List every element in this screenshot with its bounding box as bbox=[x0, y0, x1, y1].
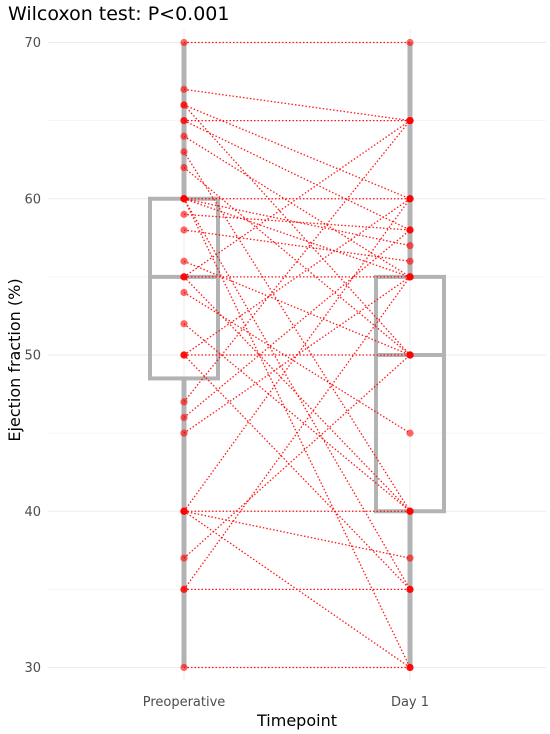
point-day1 bbox=[406, 195, 414, 203]
x-axis-label: Timepoint bbox=[256, 711, 337, 730]
pair-line bbox=[183, 229, 411, 262]
y-tick-label: 60 bbox=[24, 192, 41, 207]
y-tick-label: 40 bbox=[24, 505, 41, 520]
point-preoperative bbox=[180, 585, 188, 593]
point-preoperative bbox=[180, 554, 188, 562]
x-tick-label: Day 1 bbox=[391, 695, 429, 710]
pair-line bbox=[183, 104, 411, 356]
point-preoperative bbox=[180, 398, 188, 406]
pair-line bbox=[183, 198, 411, 278]
pair-line bbox=[183, 213, 411, 231]
point-day1 bbox=[406, 273, 414, 281]
point-day1 bbox=[406, 507, 414, 515]
pair-line bbox=[183, 276, 411, 590]
pair-line bbox=[183, 120, 411, 278]
y-tick-labels: 30 40 50 60 70 bbox=[24, 36, 41, 676]
point-preoperative bbox=[180, 273, 188, 281]
pair-line bbox=[183, 198, 411, 356]
point-day1 bbox=[406, 554, 414, 562]
pair-line bbox=[183, 260, 411, 356]
point-preoperative bbox=[180, 429, 188, 437]
point-preoperative bbox=[180, 288, 188, 297]
point-preoperative bbox=[180, 320, 188, 328]
pair-line bbox=[183, 88, 411, 122]
y-axis-label: Ejection fraction (%) bbox=[5, 278, 24, 441]
point-preoperative bbox=[180, 257, 188, 265]
point-day1 bbox=[406, 38, 414, 47]
point-day1 bbox=[406, 242, 414, 250]
point-preoperative bbox=[180, 195, 188, 203]
point-preoperative bbox=[180, 226, 188, 234]
pair-line bbox=[183, 135, 411, 278]
point-preoperative bbox=[180, 148, 188, 156]
pair-line bbox=[183, 120, 411, 403]
pair-line bbox=[183, 291, 411, 434]
point-preoperative bbox=[180, 663, 188, 672]
point-day1 bbox=[406, 585, 414, 593]
y-tick-label: 50 bbox=[24, 349, 41, 364]
pair-line bbox=[183, 198, 411, 512]
point-preoperative bbox=[180, 351, 188, 359]
point-day1 bbox=[406, 351, 414, 359]
point-preoperative bbox=[180, 507, 188, 515]
point-preoperative bbox=[180, 132, 188, 140]
point-preoperative bbox=[180, 210, 188, 218]
y-tick-label: 70 bbox=[24, 36, 41, 51]
pair-lines bbox=[183, 41, 411, 669]
point-day1 bbox=[406, 226, 414, 234]
pair-line bbox=[183, 354, 411, 559]
pair-line bbox=[183, 104, 411, 200]
x-tick-label: Preoperative bbox=[143, 695, 226, 710]
point-preoperative bbox=[180, 85, 188, 93]
point-preoperative bbox=[180, 117, 188, 125]
x-tick-labels: Preoperative Day 1 bbox=[143, 695, 429, 710]
point-day1 bbox=[406, 429, 414, 437]
point-preoperative bbox=[180, 163, 188, 172]
point-day1 bbox=[406, 257, 414, 265]
point-day1 bbox=[406, 663, 414, 672]
point-preoperative bbox=[180, 413, 188, 422]
point-preoperative bbox=[180, 38, 188, 47]
data-points bbox=[180, 38, 414, 672]
point-day1 bbox=[406, 117, 414, 125]
y-tick-label: 30 bbox=[24, 661, 41, 676]
chart-title: Wilcoxon test: P<0.001 bbox=[8, 3, 229, 25]
point-preoperative bbox=[180, 101, 188, 109]
